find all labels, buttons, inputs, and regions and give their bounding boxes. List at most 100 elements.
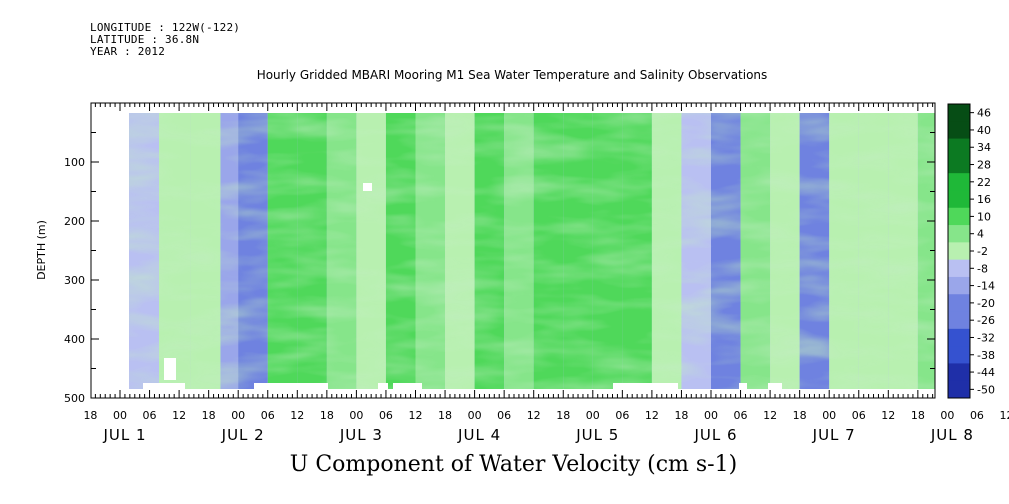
colorbar-label: -26 [977, 314, 995, 327]
missing-data-gap [254, 383, 328, 390]
x-hour-label: 00 [349, 409, 363, 422]
x-hour-label: 00 [586, 409, 600, 422]
colorbar-label: 34 [977, 141, 991, 154]
missing-data-gap [613, 383, 678, 390]
x-hour-label: 12 [527, 409, 541, 422]
colorbar-label: -50 [977, 383, 995, 396]
colorbar-swatch [948, 328, 970, 347]
colorbar-frame [947, 103, 971, 399]
missing-data-gap [164, 358, 176, 380]
x-hour-label: 06 [734, 409, 748, 422]
x-hour-label: 12 [763, 409, 777, 422]
colorbar-label: 10 [977, 210, 991, 223]
colorbar-label: 22 [977, 176, 991, 189]
colorbar-swatch [948, 155, 970, 174]
x-day-label: JUL 1 [102, 426, 146, 444]
x-hour-label: 00 [231, 409, 245, 422]
x-hour-label: 00 [468, 409, 482, 422]
colorbar-label: 16 [977, 193, 991, 206]
plot-area [129, 113, 935, 390]
x-hour-label: 06 [379, 409, 393, 422]
y-axis-title: DEPTH (m) [35, 220, 48, 280]
colorbar-swatch [948, 190, 970, 209]
x-hour-label: 12 [645, 409, 659, 422]
x-hour-label: 18 [793, 409, 807, 422]
colorbar-swatch [948, 207, 970, 226]
x-hour-label: 06 [497, 409, 511, 422]
colorbar-swatch [948, 173, 970, 191]
colorbar-label: -14 [977, 280, 995, 293]
x-hour-label: 06 [615, 409, 629, 422]
colorbar-label: 4 [977, 228, 984, 241]
y-tick-label: 400 [64, 333, 85, 346]
colorbar-label: -44 [977, 366, 995, 379]
heatmap-texture [129, 113, 935, 389]
colorbar-swatch [948, 311, 970, 330]
colorbar-swatch [948, 225, 970, 243]
x-hour-label: 00 [704, 409, 718, 422]
x-hour-label: 12 [881, 409, 895, 422]
x-day-label: JUL 6 [693, 426, 737, 444]
latitude-label: LATITUDE : 36.8N [90, 33, 200, 46]
colorbar-label: -32 [977, 331, 995, 344]
x-hour-label: 12 [290, 409, 304, 422]
x-hour-label: 18 [556, 409, 570, 422]
x-hour-label: 06 [143, 409, 157, 422]
colorbar-label: -2 [977, 245, 988, 258]
x-hour-label: 18 [911, 409, 925, 422]
x-hour-label: 12 [172, 409, 186, 422]
x-hour-label: 06 [970, 409, 984, 422]
colorbar-swatch [948, 363, 970, 382]
x-hour-label: 18 [83, 409, 97, 422]
missing-data-gap [739, 383, 747, 390]
colorbar-swatch [948, 380, 970, 399]
x-hour-label: 00 [822, 409, 836, 422]
missing-data-gap [143, 383, 185, 390]
colorbar-swatch [948, 104, 970, 122]
x-day-label: JUL 8 [930, 426, 974, 444]
y-tick-label: 500 [64, 392, 85, 405]
missing-data-gap [768, 383, 782, 390]
x-hour-label: 06 [852, 409, 866, 422]
x-hour-label: 12 [409, 409, 423, 422]
missing-data-gap [378, 383, 388, 390]
x-hour-label: 00 [113, 409, 127, 422]
x-hour-label: 06 [261, 409, 275, 422]
x-hour-label: 12 [1000, 409, 1009, 422]
y-tick-label: 100 [64, 156, 85, 169]
colorbar-swatch [948, 242, 970, 261]
missing-data-gap [363, 183, 372, 191]
colorbar-swatch [948, 121, 970, 140]
colorbar-swatch [948, 346, 970, 364]
colorbar-label: -8 [977, 262, 988, 275]
x-hour-label: 18 [674, 409, 688, 422]
x-day-label: JUL 4 [457, 426, 501, 444]
missing-data-gap [393, 383, 422, 390]
x-hour-label: 18 [320, 409, 334, 422]
colorbar-swatch [948, 259, 970, 278]
colorbar-label: 46 [977, 107, 991, 120]
colorbar-label: -20 [977, 297, 995, 310]
x-hour-label: 18 [202, 409, 216, 422]
colorbar-label: -38 [977, 349, 995, 362]
x-hour-label: 00 [940, 409, 954, 422]
x-day-label: JUL 2 [221, 426, 265, 444]
chart-title: Hourly Gridded MBARI Mooring M1 Sea Wate… [256, 68, 768, 82]
x-day-label: JUL 5 [575, 426, 619, 444]
colorbar: 46 40 34 28 22 16 10 4 -2 -8 -14 -20 -26 -32 -38 -44 -50 [947, 103, 995, 399]
x-day-label: JUL 7 [812, 426, 856, 444]
colorbar-swatch [948, 276, 970, 295]
metadata-block: LONGITUDE : 122W(-122) LATITUDE : 36.8N … [90, 22, 240, 58]
longitude-label: LONGITUDE : 122W(-122) [90, 21, 241, 34]
x-hour-label: 18 [438, 409, 452, 422]
colorbar-swatch [948, 138, 970, 157]
y-tick-label: 300 [64, 274, 85, 287]
colorbar-label: 28 [977, 159, 991, 172]
year-label: YEAR : 2012 [90, 45, 166, 58]
colorbar-label: 40 [977, 124, 991, 137]
y-tick-label: 200 [64, 215, 85, 228]
colorbar-swatch [948, 294, 970, 313]
x-day-label: JUL 3 [339, 426, 383, 444]
